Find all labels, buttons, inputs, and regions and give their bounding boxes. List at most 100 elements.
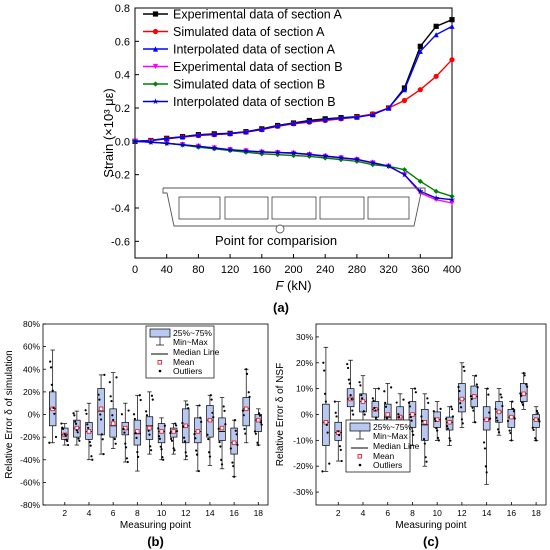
sample-point <box>170 437 173 440</box>
sample-point <box>483 447 487 450</box>
series-3-point <box>243 129 249 135</box>
sample-point <box>525 383 528 386</box>
sample-point <box>157 435 161 438</box>
sample-point <box>521 403 524 406</box>
panel-a-x-tick-label: 0 <box>132 264 138 276</box>
series-3-point <box>417 48 423 54</box>
sample-point <box>163 424 166 427</box>
panel-b-x-tick-label: 10 <box>157 508 167 518</box>
sample-point <box>348 382 351 385</box>
sample-point <box>139 398 142 402</box>
panel-a-y-tick-label: 0.4 <box>115 70 130 82</box>
sample-point <box>150 449 153 452</box>
sample-point <box>390 386 393 389</box>
sample-point <box>384 401 387 404</box>
sample-point <box>98 398 101 401</box>
sample-point <box>346 366 350 370</box>
sample-point <box>351 409 354 412</box>
sample-point <box>526 385 529 388</box>
diagram-cell-3 <box>271 196 317 220</box>
mean-marker <box>472 394 477 399</box>
sample-point <box>181 421 184 425</box>
mean-marker <box>207 417 213 423</box>
sample-point <box>259 421 262 424</box>
series-3-point <box>433 32 439 38</box>
mean-marker <box>147 425 152 431</box>
panel-c-legend-median-label: Median Line <box>373 441 420 451</box>
sample-point <box>488 417 492 420</box>
sample-point <box>361 397 364 400</box>
series-3-point <box>354 114 360 120</box>
sample-point <box>63 433 66 436</box>
sample-point <box>235 433 238 436</box>
sample-point <box>511 400 514 403</box>
sample-point <box>67 443 70 447</box>
sample-point <box>60 422 63 425</box>
sample-point <box>112 418 115 422</box>
sample-point <box>145 410 148 413</box>
series-6-point <box>417 187 424 195</box>
sample-point <box>212 416 215 419</box>
legend-outlier-swatch <box>358 463 362 467</box>
sample-point <box>436 436 440 440</box>
sample-point <box>199 416 202 419</box>
panel-a-y-tick-label: -0.4 <box>111 203 130 215</box>
sample-point <box>48 441 51 444</box>
sample-point <box>383 390 386 393</box>
sample-point <box>224 423 227 426</box>
sample-point <box>451 415 455 418</box>
series-6-point <box>321 152 329 159</box>
series-6-point <box>369 159 376 166</box>
panel-c-x-tick-label: 18 <box>531 508 541 518</box>
series-3-point <box>338 115 344 121</box>
mean-marker <box>231 440 237 446</box>
sample-point <box>462 365 465 368</box>
panel-b-legend-whisker-label: Min~Max <box>173 337 208 347</box>
sample-point <box>509 431 512 435</box>
sample-point <box>402 398 405 401</box>
sample-point <box>135 436 138 440</box>
legend-outlier-swatch <box>158 369 162 373</box>
sample-point <box>114 442 117 445</box>
sample-point <box>194 437 197 440</box>
sample-point <box>422 437 426 441</box>
comparison-point-marker <box>275 224 285 234</box>
sample-point <box>359 384 362 387</box>
series-6-point <box>353 155 361 163</box>
sample-point <box>185 454 188 458</box>
diagram-cell-1 <box>178 196 221 220</box>
sample-point <box>339 448 342 451</box>
sample-point <box>247 391 250 394</box>
series-3-point <box>370 112 376 118</box>
legend-box-swatch <box>149 328 171 338</box>
sample-point <box>149 445 152 448</box>
mean-marker <box>410 412 415 417</box>
sample-point <box>127 409 130 412</box>
sample-point <box>486 387 489 390</box>
panel-c-legend-whisker-label: Min~Max <box>373 431 408 441</box>
panel-c-legend-mean-label: Mean <box>373 451 395 461</box>
sample-point <box>494 407 497 411</box>
panel-a-x-tick-label: 200 <box>284 264 302 276</box>
sample-point <box>126 460 129 464</box>
series-2-point <box>449 57 455 63</box>
sample-point <box>102 452 105 456</box>
panel-c-x-tick-label: 8 <box>410 508 415 518</box>
legend-marker-3 <box>152 46 159 52</box>
sample-point <box>501 404 504 408</box>
sample-point <box>475 383 478 386</box>
panel-c-y-tick-label: -30% <box>293 487 313 497</box>
sample-point <box>148 433 151 436</box>
sample-point <box>160 448 163 451</box>
sample-point <box>158 437 161 440</box>
sample-point <box>458 389 461 393</box>
series-6-point <box>179 141 186 148</box>
sample-point <box>206 433 209 436</box>
sample-point <box>519 392 522 395</box>
sample-point <box>427 401 430 404</box>
sample-point <box>208 451 211 454</box>
mean-marker <box>243 406 249 412</box>
sample-point <box>337 430 340 433</box>
panel-c-y-tick-label: 0% <box>301 410 314 420</box>
sample-point <box>538 420 541 423</box>
